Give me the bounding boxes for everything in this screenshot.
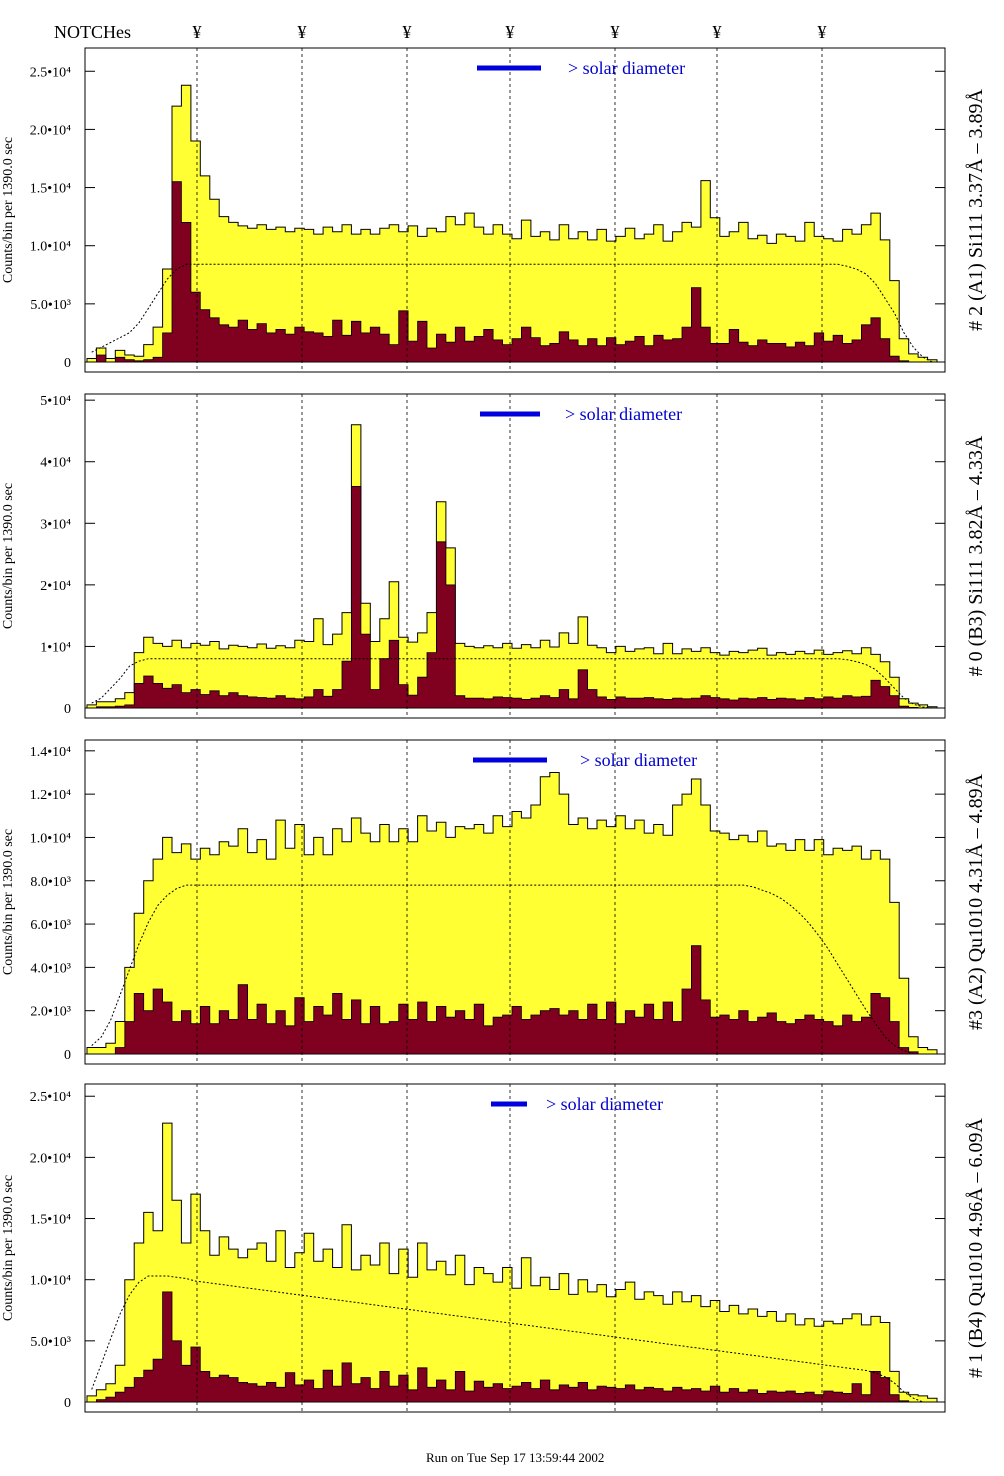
notch-markers: ¥ ¥ ¥ ¥ ¥ ¥ ¥ [193,22,827,42]
legend-text: > solar diameter [546,1094,663,1114]
y-tick-label: 0 [64,356,71,371]
y-tick-label: 1•10⁴ [40,640,71,655]
series-subset-counts [87,486,937,709]
y-tick-label: 2.5•10⁴ [30,1090,71,1105]
panel-title: # 2 (A1) Si111 3.37Å – 3.89Å [965,89,987,331]
notch-marker-6: ¥ [713,22,722,42]
panel-1: 0 5.0•10³ 1.0•10⁴ 1.5•10⁴ 2.0•10⁴ 2.5•10⁴ Coun… [1,47,987,373]
notch-marker-1: ¥ [193,22,202,42]
y-tick-label: 6.0•10³ [30,918,71,933]
fit-curve [91,1275,933,1403]
y-tick-label: 1.5•10⁴ [30,1213,71,1228]
y-tick-label: 2.5•10⁴ [30,65,71,80]
series-total-counts [86,1122,938,1403]
notch-marker-2: ¥ [298,22,307,42]
y-tick-label: 2.0•10⁴ [30,1151,71,1166]
notch-marker-7: ¥ [818,22,827,42]
y-tick-label: 1.4•10⁴ [30,745,71,760]
y-tick-label: 2.0•10⁴ [30,123,71,138]
panel-title: # 1 (B4) Qu1010 4.96Å – 6.09Å [965,1117,987,1378]
panel-3: 0 2.0•10³ 4.0•10³ 6.0•10³ 8.0•10³ 1.0•10⁴ 1.2•… [1,739,987,1065]
y-axis-label: Counts/bin per 1390.0 sec [1,137,16,283]
notch-marker-3: ¥ [403,22,412,42]
series-subset-counts [87,945,937,1055]
panels: 0 5.0•10³ 1.0•10⁴ 1.5•10⁴ 2.0•10⁴ 2.5•10⁴ Coun… [1,47,987,1413]
y-axis-label: Counts/bin per 1390.0 sec [1,483,16,629]
y-tick-label: 0 [64,1048,71,1063]
run-timestamp: Run on Tue Sep 17 13:59:44 2002 [426,1450,604,1465]
legend-text: > solar diameter [568,58,685,78]
panel-2: 0 1•10⁴ 2•10⁴ 3•10⁴ 4•10⁴ 5•10⁴ Counts/bin per… [1,393,987,719]
y-tick-label: 1.0•10⁴ [30,831,71,846]
panel-title: # 0 (B3) Si111 3.82Å – 4.33Å [965,435,987,676]
legend-text: > solar diameter [565,404,682,424]
notch-marker-4: ¥ [506,22,515,42]
y-tick-label: 2.0•10³ [30,1005,71,1020]
y-tick-label: 3•10⁴ [40,517,71,532]
notches-label: NOTCHes [54,22,131,42]
y-tick-label: 4•10⁴ [40,456,71,471]
y-tick-label: 0 [64,1396,71,1411]
y-tick-label: 2•10⁴ [40,579,71,594]
series-total-counts [86,424,938,709]
series-total-counts [86,772,938,1055]
legend-text: > solar diameter [580,750,697,770]
y-tick-label: 0 [64,702,71,717]
series-total-counts [86,84,938,363]
y-tick-label: 5•10⁴ [40,394,71,409]
panel-title: #3 (A2) Qu1010 4.31Å – 4.89Å [965,773,987,1030]
fit-curve [91,884,933,1055]
y-tick-label: 8.0•10³ [30,875,71,890]
series-subset-counts [87,181,937,363]
y-axis-label: Counts/bin per 1390.0 sec [1,829,16,975]
series-subset-counts [87,1291,937,1403]
y-tick-label: 5.0•10³ [30,298,71,313]
y-tick-label: 5.0•10³ [30,1335,71,1350]
y-tick-label: 1.0•10⁴ [30,1274,71,1289]
fit-curve [91,658,933,709]
y-tick-label: 1.2•10⁴ [30,788,71,803]
y-tick-label: 1.5•10⁴ [30,182,71,197]
notch-marker-5: ¥ [611,22,620,42]
y-tick-label: 1.0•10⁴ [30,240,71,255]
y-tick-label: 4.0•10³ [30,961,71,976]
y-axis-label: Counts/bin per 1390.0 sec [1,1175,16,1321]
panel-4: 0 5.0•10³ 1.0•10⁴ 1.5•10⁴ 2.0•10⁴ 2.5•10⁴ Coun… [1,1083,987,1413]
